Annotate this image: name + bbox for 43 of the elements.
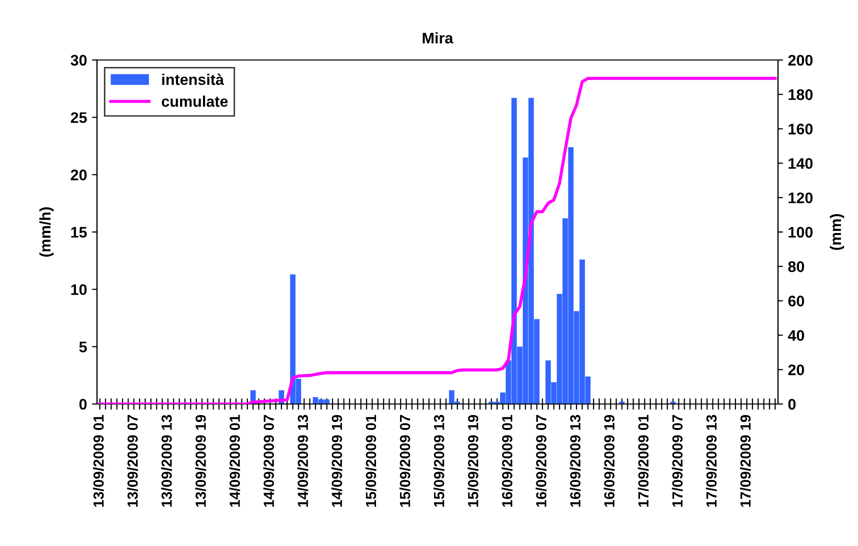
x-tick-label: 15/09/2009 07 bbox=[399, 415, 410, 507]
y-tick-label: 25 bbox=[70, 112, 87, 124]
y2-tick-label: 200 bbox=[788, 54, 813, 66]
x-tick-label: 16/09/2009 07 bbox=[536, 415, 547, 507]
x-tick-label: 17/09/2009 19 bbox=[740, 414, 751, 507]
x-tick-label: 15/09/2009 13 bbox=[434, 414, 444, 507]
x-tick-label: 13/09/2009 07 bbox=[127, 415, 138, 507]
x-tick-label: 13/09/2009 13 bbox=[161, 414, 172, 507]
y2-tick-label: 160 bbox=[788, 124, 813, 134]
x-tick-label: 14/09/2009 07 bbox=[263, 415, 274, 507]
y-tick-label: 10 bbox=[71, 284, 87, 296]
x-tick-label: 16/09/2009 01 bbox=[502, 414, 512, 507]
x-tick-label: 15/09/2009 19 bbox=[468, 414, 478, 507]
x-tick-label: 13/09/2009 19 bbox=[195, 414, 206, 507]
x-tick-label: 17/09/2009 01 bbox=[638, 414, 649, 507]
y-axis-title: (mm/h) bbox=[39, 207, 54, 257]
x-tick-label: 17/09/2009 07 bbox=[672, 415, 683, 507]
y2-tick-label: 140 bbox=[788, 158, 813, 169]
y-tick-label: 5 bbox=[79, 342, 87, 352]
y2-axis-title: (mm) bbox=[830, 214, 844, 250]
y2-tick-label: 100 bbox=[788, 226, 813, 238]
y-tick-label: 15 bbox=[71, 227, 87, 238]
legend-label: cumulate bbox=[162, 96, 228, 107]
y-tick-label: 0 bbox=[79, 398, 87, 410]
y2-tick-label: 80 bbox=[788, 261, 804, 272]
y2-tick-label: 0 bbox=[788, 398, 796, 410]
x-tick-label: 17/09/2009 13 bbox=[706, 414, 717, 507]
y2-tick-label: 40 bbox=[788, 330, 804, 341]
legend-label: intensità bbox=[162, 74, 224, 85]
x-tick-label: 13/09/2009 01 bbox=[93, 414, 104, 507]
y2-tick-label: 20 bbox=[788, 364, 804, 376]
x-tick-label: 16/09/2009 13 bbox=[570, 414, 581, 507]
y2-tick-label: 120 bbox=[788, 192, 813, 204]
y-tick-label: 30 bbox=[70, 54, 87, 66]
x-tick-label: 14/09/2009 19 bbox=[331, 414, 342, 507]
y-tick-label: 20 bbox=[70, 170, 87, 180]
y2-tick-label: 60 bbox=[788, 296, 804, 306]
y2-tick-label: 180 bbox=[788, 89, 813, 100]
x-tick-label: 14/09/2009 01 bbox=[229, 414, 240, 507]
x-tick-label: 16/09/2009 19 bbox=[604, 414, 615, 507]
x-tick-label: 14/09/2009 13 bbox=[297, 414, 308, 507]
chart-title: Mira bbox=[422, 32, 454, 44]
x-tick-label: 15/09/2009 01 bbox=[365, 414, 376, 507]
